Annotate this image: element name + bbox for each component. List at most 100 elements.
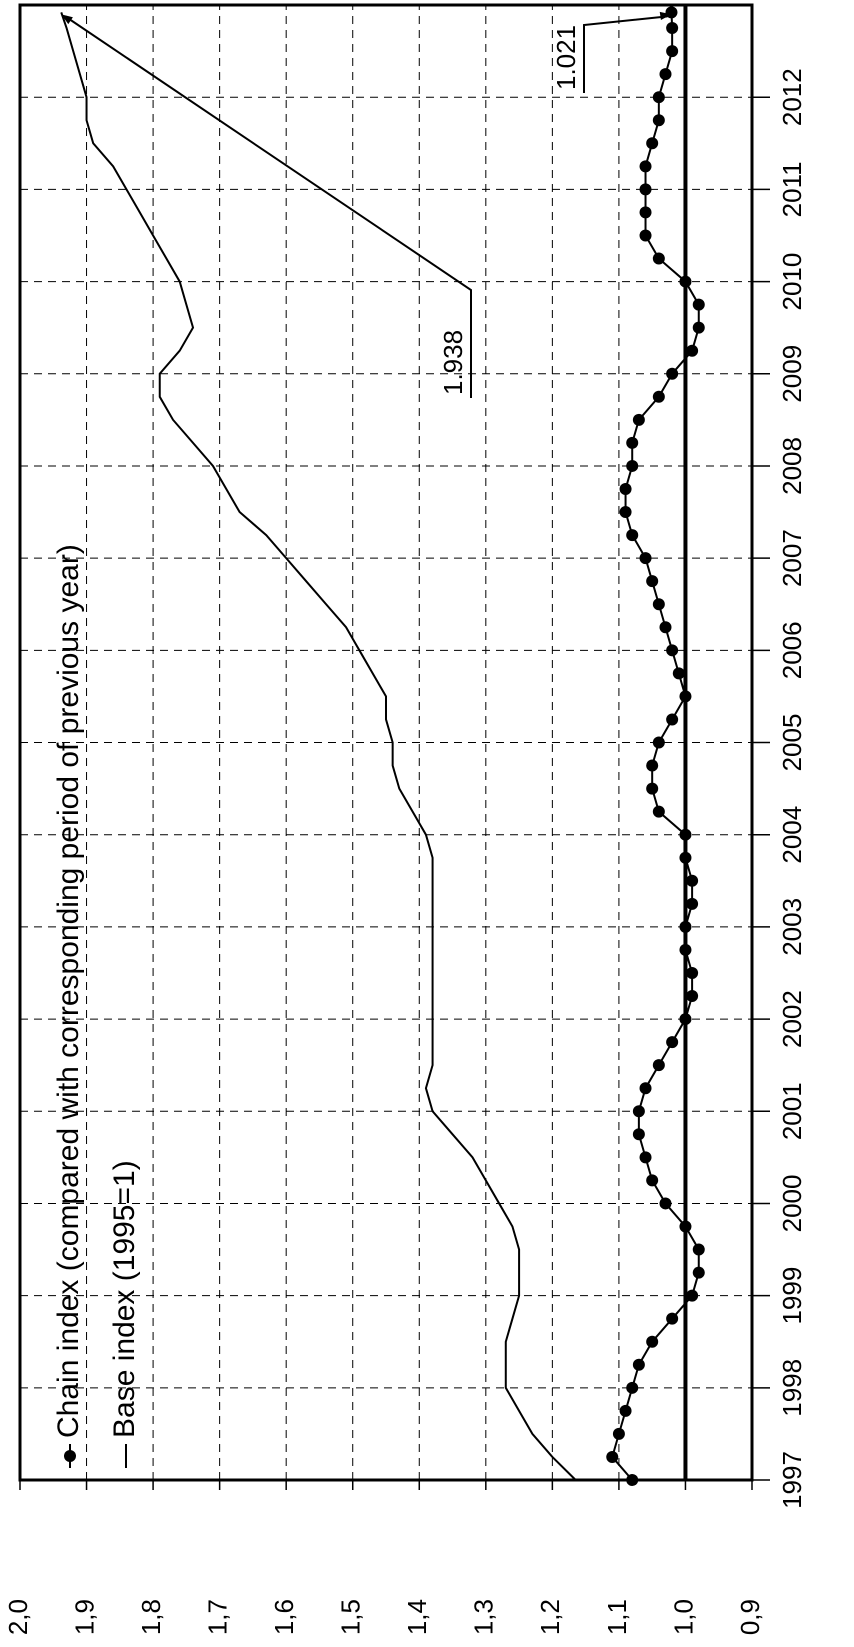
data-point	[679, 920, 692, 933]
x-tick-label: 2011	[777, 161, 807, 217]
data-point	[632, 1358, 645, 1371]
data-point	[686, 344, 699, 357]
x-tick-label: 2005	[777, 714, 807, 772]
data-point	[679, 1220, 692, 1233]
data-point	[666, 1036, 679, 1049]
data-point	[679, 943, 692, 956]
data-point	[606, 1450, 619, 1463]
data-point	[646, 1335, 659, 1348]
y-tick-label: 1,0	[668, 1599, 698, 1635]
data-point	[646, 575, 659, 588]
y-tick-label: 1,1	[602, 1599, 632, 1635]
data-point	[679, 828, 692, 841]
data-point	[632, 1105, 645, 1118]
data-point	[619, 482, 632, 495]
data-point	[679, 690, 692, 703]
x-tick-label: 2004	[777, 806, 807, 864]
data-point	[652, 805, 665, 818]
data-point	[686, 990, 699, 1003]
data-point	[686, 897, 699, 910]
data-point	[652, 91, 665, 104]
series-line	[60, 12, 577, 1481]
data-point	[666, 1312, 679, 1325]
data-point	[666, 644, 679, 657]
x-tick-label: 1997	[777, 1451, 807, 1509]
data-point	[639, 1082, 652, 1095]
data-point	[652, 390, 665, 403]
annotation: 1.021	[551, 25, 581, 90]
rotated-chart: 0,9 1,0 1,1 1,2 1,3 1,4 1,5 1,6 1,7 1,8 1,9 2,0 1997…	[3, 3, 807, 1635]
x-tick-label: 1999	[777, 1267, 807, 1325]
data-point	[626, 436, 639, 449]
data-point	[639, 160, 652, 173]
data-point	[692, 1266, 705, 1279]
data-point	[652, 736, 665, 749]
data-point	[652, 1059, 665, 1072]
data-point	[646, 782, 659, 795]
data-point	[692, 298, 705, 311]
x-tick-label: 2012	[777, 68, 807, 126]
y-tick-label: 1,9	[69, 1599, 99, 1635]
y-tick-label: 1,2	[535, 1599, 565, 1635]
data-point	[652, 598, 665, 611]
data-point	[652, 114, 665, 127]
legend-marker	[64, 1450, 76, 1462]
data-point	[666, 367, 679, 380]
x-tick-label: 2001	[777, 1082, 807, 1140]
data-point	[639, 1151, 652, 1164]
annotation-leader	[64, 15, 472, 398]
plot-frame	[18, 3, 754, 1482]
y-tick-label: 2,0	[3, 1599, 33, 1635]
annotation-arrowhead	[659, 11, 672, 21]
y-tick-label: 1,5	[336, 1599, 366, 1635]
legend-label: Base index (1995=1)	[108, 1160, 141, 1438]
data-point	[659, 1197, 672, 1210]
annotation: 1.938	[438, 330, 468, 395]
data-point	[679, 275, 692, 288]
legend-label: Chain index (compared with corresponding…	[52, 544, 85, 1438]
x-tick-label: 2010	[777, 253, 807, 311]
data-point	[666, 713, 679, 726]
data-point	[639, 229, 652, 242]
x-tick-label: 2002	[777, 990, 807, 1048]
data-point	[639, 552, 652, 565]
data-point	[686, 966, 699, 979]
data-point	[686, 1289, 699, 1302]
data-point	[612, 1427, 625, 1440]
y-tick-label: 0,9	[735, 1599, 765, 1635]
data-point	[692, 321, 705, 334]
annotation-leader	[583, 15, 668, 93]
annotation-arrowhead	[61, 14, 73, 25]
data-point	[639, 183, 652, 196]
x-tick-label: 2007	[777, 529, 807, 587]
data-point	[646, 759, 659, 772]
data-point	[639, 206, 652, 219]
y-tick-label: 1,7	[203, 1599, 233, 1635]
data-point	[679, 1013, 692, 1026]
x-tick-label: 2003	[777, 898, 807, 956]
data-point	[686, 874, 699, 887]
data-point	[692, 1243, 705, 1256]
data-point	[659, 68, 672, 81]
data-point	[646, 137, 659, 150]
data-point	[679, 851, 692, 864]
data-point	[652, 252, 665, 265]
data-point	[659, 621, 672, 634]
y-tick-label: 1,3	[469, 1599, 499, 1635]
data-point	[666, 22, 679, 35]
x-tick-label: 2009	[777, 345, 807, 403]
data-point	[626, 529, 639, 542]
y-tick-label: 1,8	[136, 1599, 166, 1635]
y-tick-label: 1,6	[269, 1599, 299, 1635]
data-point	[626, 1381, 639, 1394]
y-tick-label: 1,4	[402, 1599, 432, 1635]
data-point	[619, 1404, 632, 1417]
data-point	[626, 459, 639, 472]
x-tick-label: 1998	[777, 1359, 807, 1417]
data-point	[666, 45, 679, 58]
x-tick-label: 2006	[777, 621, 807, 679]
data-point	[646, 1174, 659, 1187]
x-tick-label: 2000	[777, 1175, 807, 1233]
